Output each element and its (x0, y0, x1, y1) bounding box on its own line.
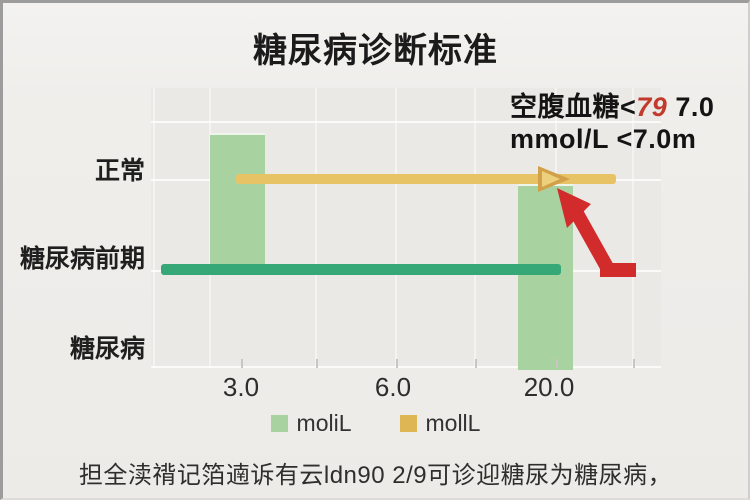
gridline-horizontal (151, 366, 661, 368)
teal-threshold-line (161, 264, 561, 275)
annotation-line1: 空腹血糖<79 7.0 (510, 92, 715, 122)
gridline-horizontal (151, 121, 661, 123)
bar-normal-range (210, 133, 265, 268)
legend-item-green: moliL (270, 410, 352, 437)
x-tick-label-3: 3.0 (222, 372, 260, 402)
chart-title: 糖尿病诊断标准 (253, 32, 498, 70)
annotation-line2: mmol/L <7.0m (510, 124, 697, 154)
gridline-vertical (395, 88, 397, 368)
legend-label-green: moliL (296, 410, 352, 436)
bar-diabetes-range (518, 184, 573, 370)
gridline-vertical (153, 88, 155, 368)
legend: moliL mollL (3, 410, 748, 437)
legend-label-yellow: mollL (425, 410, 481, 436)
caption-text: 担全渎禙记箔遖诉有云ldn90 2/9可诊迎糖尿为糖尿病， (78, 462, 673, 489)
x-tick-label-20: 20.0 (523, 372, 575, 402)
gridline-vertical (315, 88, 317, 368)
yellow-threshold-line (236, 174, 616, 184)
gridline-vertical (632, 88, 634, 368)
y-label-diabetes: 糖尿病 (69, 335, 145, 363)
y-label-normal: 正常 (94, 157, 145, 185)
legend-item-yellow: mollL (399, 410, 481, 437)
y-label-prediabetes: 糖尿病前期 (19, 245, 145, 273)
x-tickmark (396, 359, 398, 368)
legend-swatch-green-icon (270, 415, 288, 432)
x-tickmark (475, 359, 477, 368)
x-tickmark (316, 359, 318, 368)
gridline-vertical (474, 88, 476, 368)
x-tickmark (556, 359, 558, 368)
x-tickmark (633, 359, 635, 368)
annotation-highlight: 79 (636, 92, 668, 122)
x-tickmark (241, 359, 243, 368)
x-tick-label-6: 6.0 (374, 372, 412, 402)
threshold-annotation: 空腹血糖<79 7.0 mmol/L <7.0m (510, 91, 745, 155)
legend-swatch-yellow-icon (399, 415, 417, 432)
